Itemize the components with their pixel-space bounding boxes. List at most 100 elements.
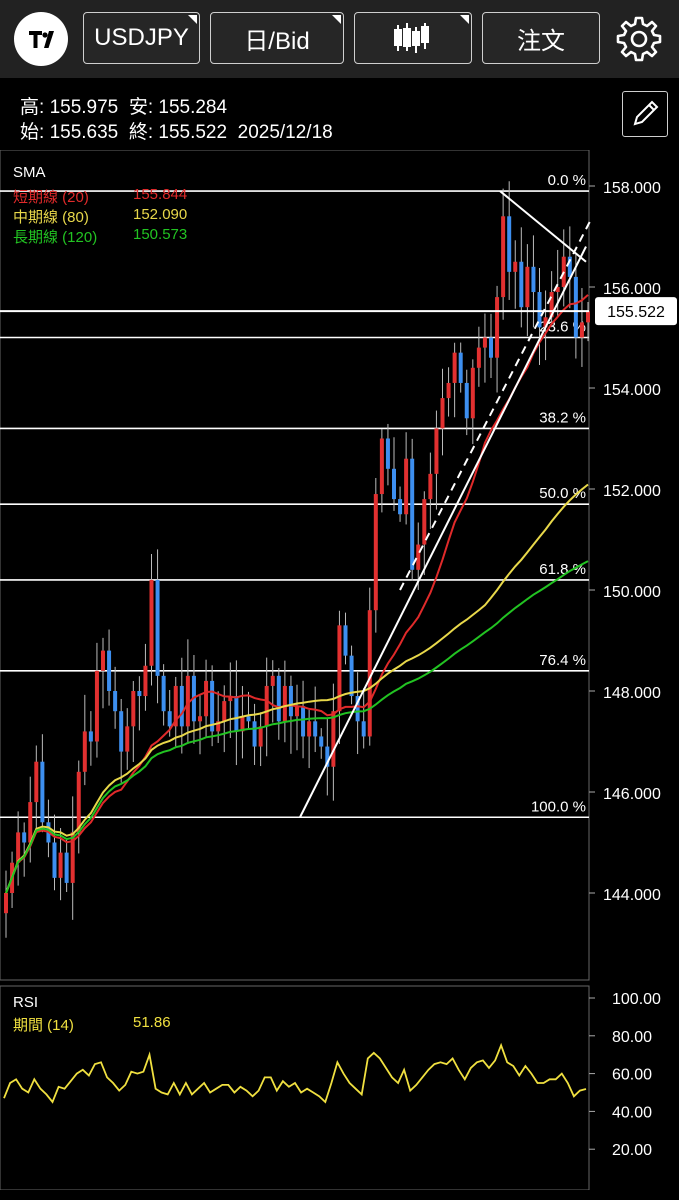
price-tick-label: 158.000: [603, 180, 661, 197]
candle-body: [416, 544, 421, 570]
high-label: 高:: [20, 97, 45, 118]
open-label: 始:: [20, 122, 45, 143]
fib-level-label: 61.8 %: [539, 561, 586, 578]
sma-line-80: [5, 483, 589, 894]
candle-body: [16, 832, 21, 863]
candle-body: [264, 685, 269, 727]
candle-body: [507, 216, 512, 272]
candle-body: [337, 625, 342, 712]
candle-body: [113, 691, 118, 712]
candle-body: [94, 670, 99, 742]
fibonacci-retracement[interactable]: 0.0 %23.6 %38.2 %50.0 %61.8 %76.4 %100.0…: [0, 172, 589, 819]
candle-body: [519, 261, 524, 308]
candle-body: [452, 352, 457, 383]
candle-body: [555, 287, 560, 293]
gear-icon[interactable]: [612, 12, 666, 66]
candle-body: [252, 721, 257, 747]
candle-body: [495, 297, 500, 358]
candle-body: [379, 438, 384, 495]
sma-legend-value: 155.844: [133, 186, 188, 203]
candle-body: [307, 721, 312, 737]
candle-body: [179, 685, 184, 727]
candle-body: [440, 398, 445, 429]
price-axis: 158.000 156.000 154.000 152.000 150.000 148.0…: [0, 180, 677, 904]
candle-body: [210, 680, 215, 732]
candle-body: [549, 292, 554, 318]
candle-body: [131, 691, 136, 727]
candle-body: [276, 675, 281, 722]
candle-body: [149, 579, 154, 666]
candle-body: [586, 311, 590, 323]
candle-body: [107, 650, 112, 691]
candle-body: [282, 685, 287, 722]
candle-body: [355, 696, 360, 722]
candle-body: [531, 266, 536, 293]
sma-legend-label: 短期線 (20): [13, 189, 89, 206]
sma-legend-value: 150.573: [133, 226, 188, 243]
price-tick-label: 154.000: [603, 382, 661, 399]
order-label: 注文: [517, 27, 565, 55]
candle-body: [76, 771, 81, 833]
candle-body: [470, 367, 475, 419]
candle-body: [404, 458, 409, 515]
top-toolbar: USDJPY 日/Bid 注文: [0, 0, 679, 78]
candle-body: [567, 256, 572, 277]
sma-legend-value: 152.090: [133, 206, 188, 223]
candle-body: [88, 731, 93, 742]
open-value: 155.635: [49, 122, 119, 143]
candle-body: [579, 322, 584, 338]
price-tick-label: 146.000: [603, 786, 661, 803]
timeframe-selector[interactable]: 日/Bid: [210, 12, 344, 64]
current-price-tag: [595, 297, 677, 326]
rsi-period-label: 期間 (14): [13, 1017, 74, 1034]
timeframe-label: 日/Bid: [244, 27, 310, 55]
candle-body: [410, 458, 415, 570]
rsi-tick-label: 100.00: [612, 991, 661, 1008]
candle-body: [482, 337, 487, 348]
ohlc-row-1: 高: 155.975 安: 155.284: [20, 92, 227, 119]
candle-body: [216, 721, 221, 732]
symbol-selector[interactable]: USDJPY: [83, 12, 200, 64]
candle-body: [331, 711, 336, 767]
candle-body: [489, 337, 493, 358]
chart-type-selector[interactable]: [354, 12, 472, 64]
rsi-tick-label: 80.00: [612, 1029, 652, 1046]
tradingview-logo-icon[interactable]: [14, 12, 68, 66]
candle-body: [70, 832, 75, 883]
chart-area[interactable]: 0.0 %23.6 %38.2 %50.0 %61.8 %76.4 %100.0…: [0, 150, 679, 1190]
rsi-line: [3, 1042, 587, 1104]
candle-body: [367, 610, 372, 737]
sma-lines: [5, 294, 589, 894]
candle-body: [446, 382, 451, 399]
candle-body: [185, 675, 190, 727]
candle-body: [325, 746, 330, 767]
candle-body: [58, 852, 63, 878]
candle-body: [198, 716, 202, 722]
candle-body: [301, 706, 306, 737]
candle-body: [173, 685, 178, 727]
price-tick-label: 156.000: [603, 281, 661, 298]
candle-body: [34, 761, 39, 803]
current-price-label: 155.522: [607, 304, 665, 321]
sma-legend-label: 中期線 (80): [13, 209, 89, 226]
sma-legend-label: 長期線 (120): [13, 229, 98, 246]
candle-body: [422, 499, 427, 545]
candlestick-icon: [394, 23, 429, 53]
candle-body: [167, 711, 172, 727]
candle-body: [373, 494, 378, 611]
drawing-tool-button[interactable]: [622, 91, 668, 137]
candle-body: [464, 382, 469, 419]
trend-lines[interactable]: [299, 190, 591, 818]
candle-body: [525, 266, 530, 308]
candle-body: [28, 802, 33, 843]
fib-level-label: 76.4 %: [539, 652, 586, 669]
candle-body: [161, 675, 166, 712]
sma-title: SMA: [13, 164, 46, 181]
candle-body: [228, 696, 233, 702]
fib-level-label: 50.0 %: [539, 485, 586, 502]
candle-body: [428, 473, 433, 500]
sma-line-20: [5, 294, 589, 894]
order-button[interactable]: 注文: [482, 12, 600, 64]
pencil-icon: [633, 100, 659, 126]
candle-body: [137, 691, 142, 697]
